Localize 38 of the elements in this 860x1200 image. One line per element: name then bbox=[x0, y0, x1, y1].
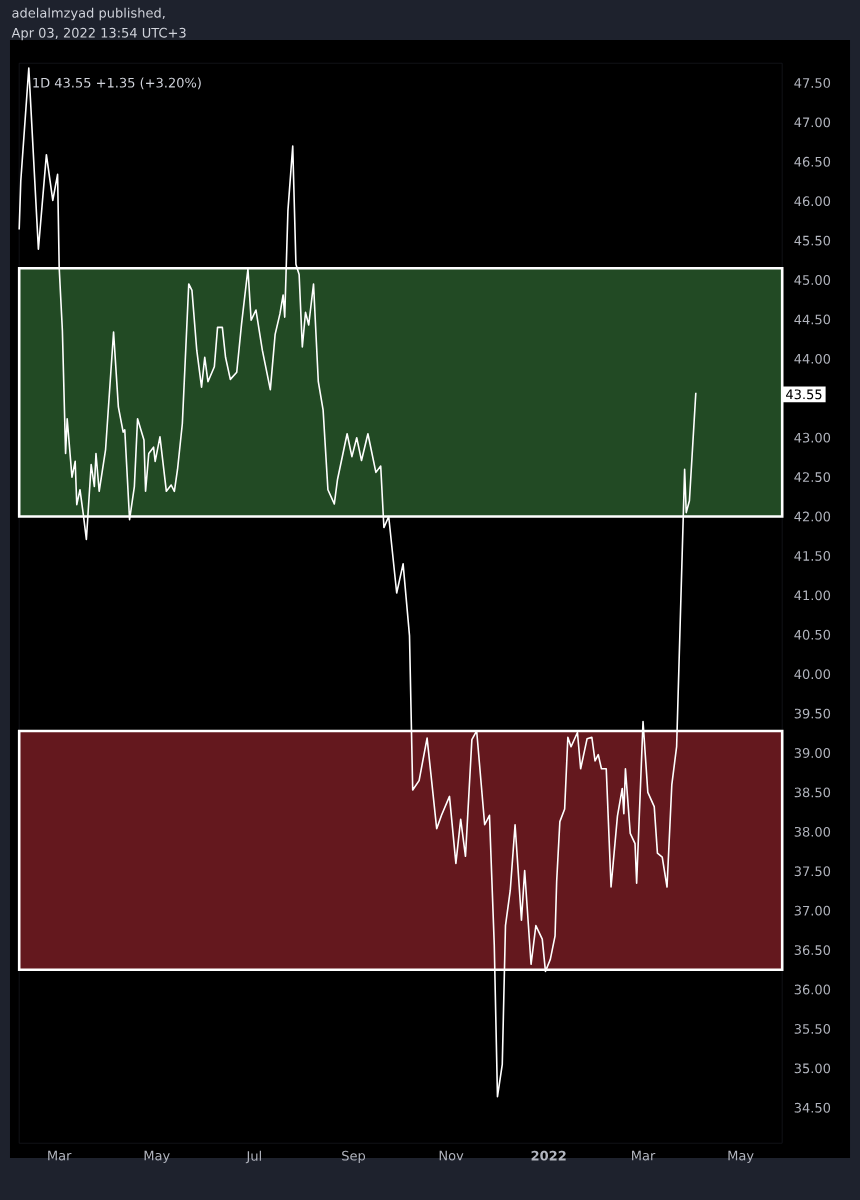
x-tick-label: Nov bbox=[439, 1150, 464, 1161]
x-tick-label: Mar bbox=[632, 1150, 656, 1161]
text: 1D 43.55 +1.35 (+3.20%) bbox=[33, 77, 201, 90]
y-tick-label: 46.00 bbox=[794, 196, 831, 207]
y-tick-label: 36.50 bbox=[794, 945, 831, 956]
y-tick-label: 39.00 bbox=[794, 748, 831, 758]
text: Apr 03, 2022 13:54 UTC+3 bbox=[11, 27, 186, 41]
x-tick-label: 2022 bbox=[531, 1150, 566, 1161]
y-tick-label: 38.00 bbox=[794, 826, 831, 837]
x-tick-label: Mar bbox=[48, 1150, 72, 1161]
annotation: 43.55 bbox=[786, 389, 822, 400]
y-tick-label: 40.00 bbox=[794, 669, 831, 680]
x-tick-label: Sep bbox=[342, 1150, 366, 1164]
y-tick-label: 37.00 bbox=[794, 905, 831, 916]
y-tick-label: 35.00 bbox=[794, 1063, 831, 1074]
y-tick-label: 35.50 bbox=[794, 1024, 831, 1034]
x-tick-label: May bbox=[144, 1150, 170, 1163]
y-tick-label: 42.00 bbox=[794, 511, 831, 522]
y-tick-label: 47.50 bbox=[794, 78, 831, 88]
y-tick-label: 43.00 bbox=[794, 432, 831, 443]
y-tick-label: 44.50 bbox=[794, 314, 831, 325]
y-tick-label: 40.50 bbox=[794, 629, 831, 640]
y-tick-label: 38.50 bbox=[794, 787, 831, 798]
y-tick-label: 41.00 bbox=[794, 590, 831, 601]
x-tick-label: May bbox=[728, 1150, 754, 1163]
y-tick-label: 45.00 bbox=[794, 275, 831, 285]
y-tick-label: 46.50 bbox=[794, 156, 831, 167]
y-tick-label: 34.50 bbox=[794, 1102, 831, 1113]
x-tick-label: Jul bbox=[245, 1150, 261, 1164]
y-tick-label: 44.00 bbox=[794, 353, 831, 364]
y-tick-label: 39.50 bbox=[794, 708, 831, 719]
y-tick-label: 47.00 bbox=[794, 117, 831, 128]
y-tick-label: 37.50 bbox=[794, 866, 831, 877]
y-tick-label: 45.50 bbox=[794, 235, 831, 246]
y-tick-label: 42.50 bbox=[794, 472, 831, 483]
text: adelalmzyad published, bbox=[12, 7, 165, 21]
y-tick-label: 36.00 bbox=[794, 984, 831, 995]
y-tick-label: 41.50 bbox=[794, 551, 831, 561]
